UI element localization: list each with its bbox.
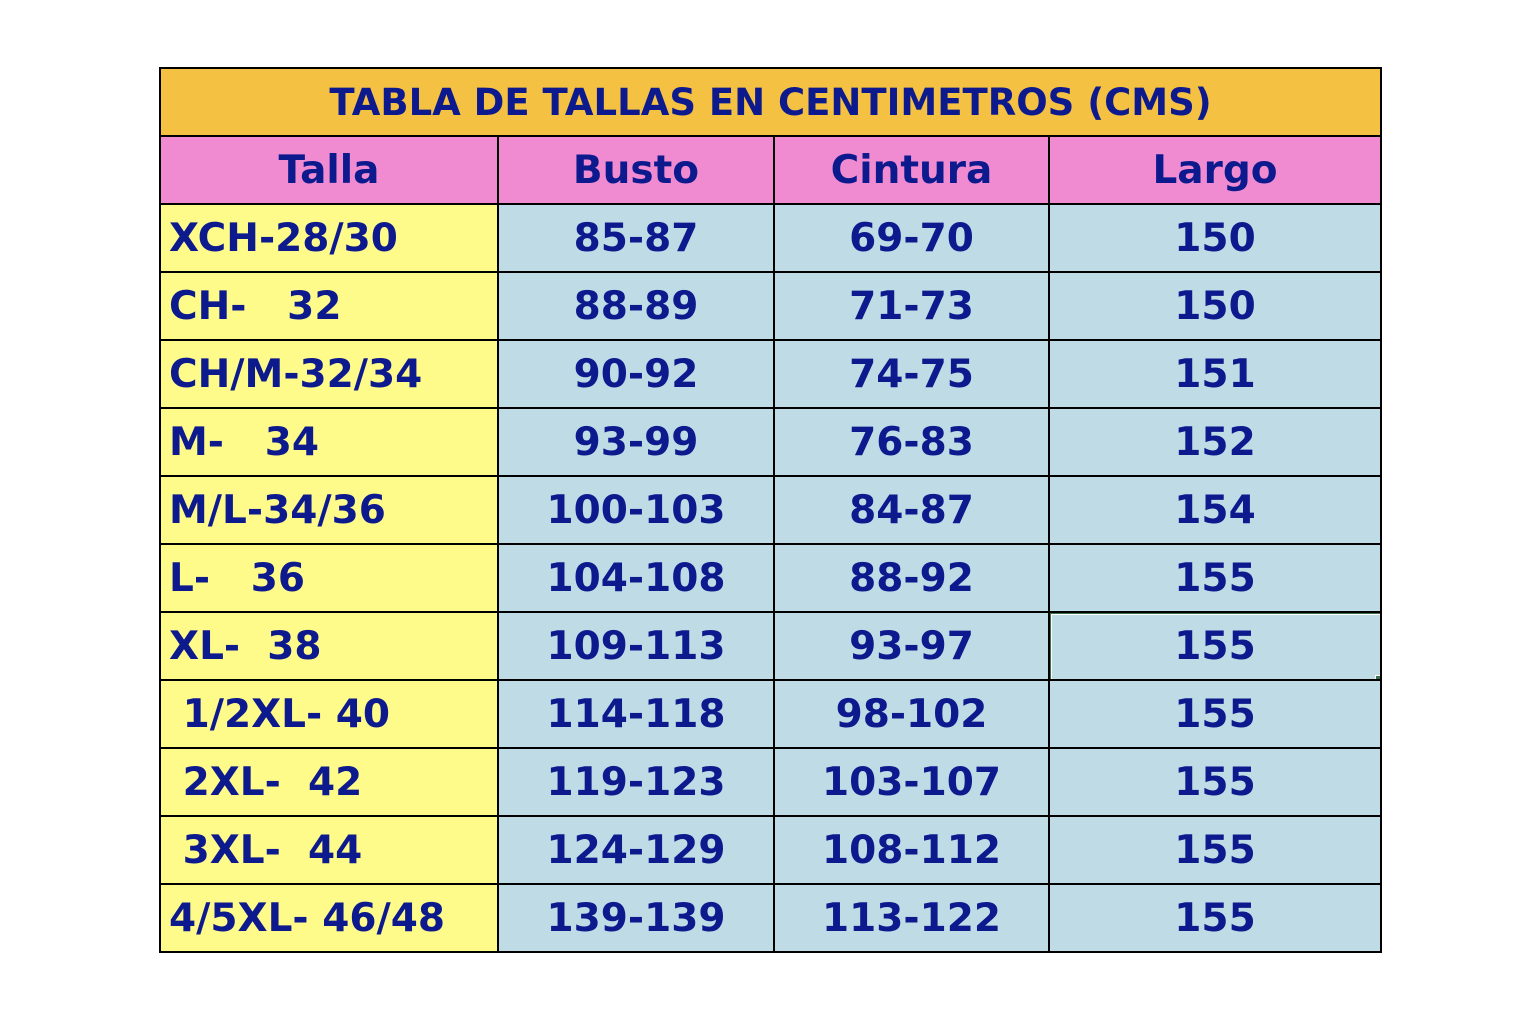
table-row: L- 36 104-108 88-92 155 (159, 543, 1383, 613)
column-header-largo[interactable]: Largo (1047, 135, 1383, 205)
largo-cell[interactable]: 152 (1047, 407, 1383, 477)
table-row: CH- 32 88-89 71-73 150 (159, 271, 1383, 341)
busto-cell[interactable]: 139-139 (497, 883, 775, 953)
column-header-cintura[interactable]: Cintura (773, 135, 1050, 205)
largo-cell[interactable]: 155 (1047, 883, 1383, 953)
cintura-cell[interactable]: 88-92 (773, 543, 1050, 613)
largo-cell[interactable]: 151 (1047, 339, 1383, 409)
cintura-cell[interactable]: 76-83 (773, 407, 1050, 477)
largo-cell[interactable]: 155 (1047, 815, 1383, 885)
size-cell[interactable]: 2XL- 42 (159, 747, 499, 817)
busto-cell[interactable]: 90-92 (497, 339, 775, 409)
busto-cell[interactable]: 88-89 (497, 271, 775, 341)
size-cell[interactable]: XL- 38 (159, 611, 499, 681)
table-row: XL- 38 109-113 93-97 155 (159, 611, 1383, 681)
fill-handle[interactable] (1375, 675, 1380, 678)
table-row: 4/5XL- 46/48 139-139 113-122 155 (159, 883, 1383, 953)
cintura-cell[interactable]: 108-112 (773, 815, 1050, 885)
size-cell[interactable]: M/L-34/36 (159, 475, 499, 545)
table-row: M/L-34/36 100-103 84-87 154 (159, 475, 1383, 545)
table-row: CH/M-32/34 90-92 74-75 151 (159, 339, 1383, 409)
column-header-busto[interactable]: Busto (497, 135, 775, 205)
size-cell[interactable]: 1/2XL- 40 (159, 679, 499, 749)
cintura-cell[interactable]: 93-97 (773, 611, 1050, 681)
largo-cell[interactable]: 155 (1047, 747, 1383, 817)
size-cell[interactable]: CH- 32 (159, 271, 499, 341)
size-cell[interactable]: M- 34 (159, 407, 499, 477)
size-chart-table: TABLA DE TALLAS EN CENTIMETROS (CMS) Tal… (158, 67, 1383, 953)
cintura-cell[interactable]: 74-75 (773, 339, 1050, 409)
busto-cell[interactable]: 119-123 (497, 747, 775, 817)
cintura-cell[interactable]: 71-73 (773, 271, 1050, 341)
cintura-cell[interactable]: 69-70 (773, 203, 1050, 273)
table-row: 1/2XL- 40 114-118 98-102 155 (159, 679, 1383, 749)
largo-cell[interactable]: 155 (1047, 543, 1383, 613)
largo-cell[interactable]: 150 (1047, 271, 1383, 341)
table-row: 3XL- 44 124-129 108-112 155 (159, 815, 1383, 885)
cintura-cell[interactable]: 84-87 (773, 475, 1050, 545)
size-cell[interactable]: 4/5XL- 46/48 (159, 883, 499, 953)
busto-cell[interactable]: 124-129 (497, 815, 775, 885)
size-cell[interactable]: 3XL- 44 (159, 815, 499, 885)
selected-cell[interactable]: 155 (1047, 611, 1383, 681)
column-header-talla[interactable]: Talla (159, 135, 499, 205)
largo-cell[interactable]: 150 (1047, 203, 1383, 273)
size-cell[interactable]: CH/M-32/34 (159, 339, 499, 409)
cintura-cell[interactable]: 98-102 (773, 679, 1050, 749)
table-row: 2XL- 42 119-123 103-107 155 (159, 747, 1383, 817)
busto-cell[interactable]: 114-118 (497, 679, 775, 749)
busto-cell[interactable]: 104-108 (497, 543, 775, 613)
size-cell[interactable]: L- 36 (159, 543, 499, 613)
busto-cell[interactable]: 85-87 (497, 203, 775, 273)
cintura-cell[interactable]: 113-122 (773, 883, 1050, 953)
largo-cell[interactable]: 155 (1047, 679, 1383, 749)
size-cell[interactable]: XCH-28/30 (159, 203, 499, 273)
busto-cell[interactable]: 100-103 (497, 475, 775, 545)
cintura-cell[interactable]: 103-107 (773, 747, 1050, 817)
busto-cell[interactable]: 93-99 (497, 407, 775, 477)
largo-cell[interactable]: 154 (1047, 475, 1383, 545)
table-row: M- 34 93-99 76-83 152 (159, 407, 1383, 477)
table-row: XCH-28/30 85-87 69-70 150 (159, 203, 1383, 273)
busto-cell[interactable]: 109-113 (497, 611, 775, 681)
table-title[interactable]: TABLA DE TALLAS EN CENTIMETROS (CMS) (158, 67, 1383, 137)
